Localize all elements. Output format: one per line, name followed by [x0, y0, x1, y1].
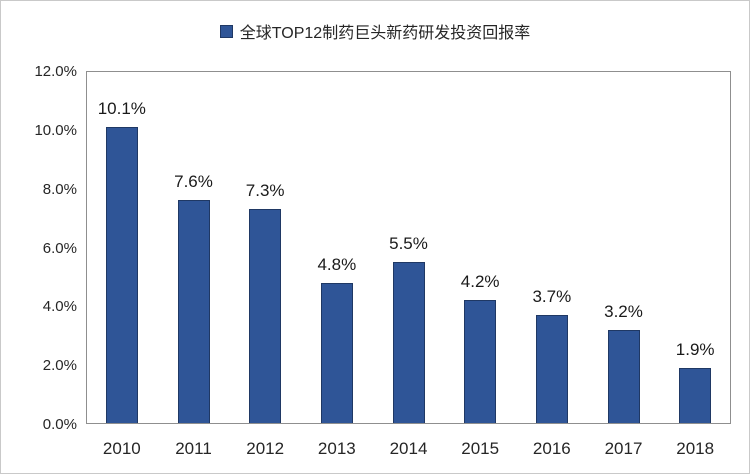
bar-value-label-2010: 10.1%	[97, 98, 146, 118]
x-axis-tick-label-2016: 2016	[532, 439, 571, 458]
bar-2013	[320, 282, 353, 423]
x-axis-tick-label-2013: 2013	[317, 439, 356, 458]
bar-2014	[392, 262, 425, 423]
legend-series-marker-icon	[219, 24, 233, 38]
bar-value-label-2017: 3.2%	[604, 301, 643, 321]
bar-value-label-2011: 7.6%	[174, 172, 213, 192]
y-axis-tick-label: 10.0%	[34, 121, 77, 139]
y-axis-tick-label: 12.0%	[34, 63, 77, 80]
bar-value-label-2013: 4.8%	[317, 254, 357, 274]
x-axis-tick-label-2010: 2010	[102, 439, 141, 458]
x-axis-tick-label-2012: 2012	[246, 439, 285, 458]
x-axis-tick-label-2014: 2014	[389, 439, 428, 458]
bar-2017	[607, 329, 640, 423]
bar-value-label-2014: 5.5%	[389, 234, 428, 254]
bar-2016	[535, 315, 568, 423]
bar-value-label-2018: 1.9%	[675, 340, 715, 360]
bar-2015	[464, 300, 497, 423]
y-axis-tick-label: 6.0%	[42, 239, 77, 257]
bar-value-label-2015: 4.2%	[460, 272, 500, 292]
x-axis-tick-label-2017: 2017	[604, 439, 643, 458]
chart-legend: 全球TOP12制药巨头新药研发投资回报率	[1, 19, 749, 43]
y-axis-tick-label: 0.0%	[42, 416, 77, 433]
y-axis-tick-label: 4.0%	[42, 298, 77, 316]
bar-2010	[105, 126, 138, 423]
y-axis-tick-label: 8.0%	[42, 180, 77, 198]
bar-value-label-2016: 3.7%	[532, 287, 572, 307]
bar-2011	[177, 200, 210, 423]
legend-series-label: 全球TOP12制药巨头新药研发投资回报率	[239, 25, 531, 42]
bar-2012	[249, 209, 282, 423]
bar-2018	[679, 368, 712, 423]
bar-value-label-2012: 7.3%	[245, 181, 285, 201]
y-axis-tick-label: 2.0%	[42, 357, 77, 375]
x-axis-tick-label-2015: 2015	[461, 439, 500, 458]
x-axis-tick-label-2018: 2018	[676, 439, 715, 458]
x-axis-tick-label-2011: 2011	[175, 439, 212, 458]
